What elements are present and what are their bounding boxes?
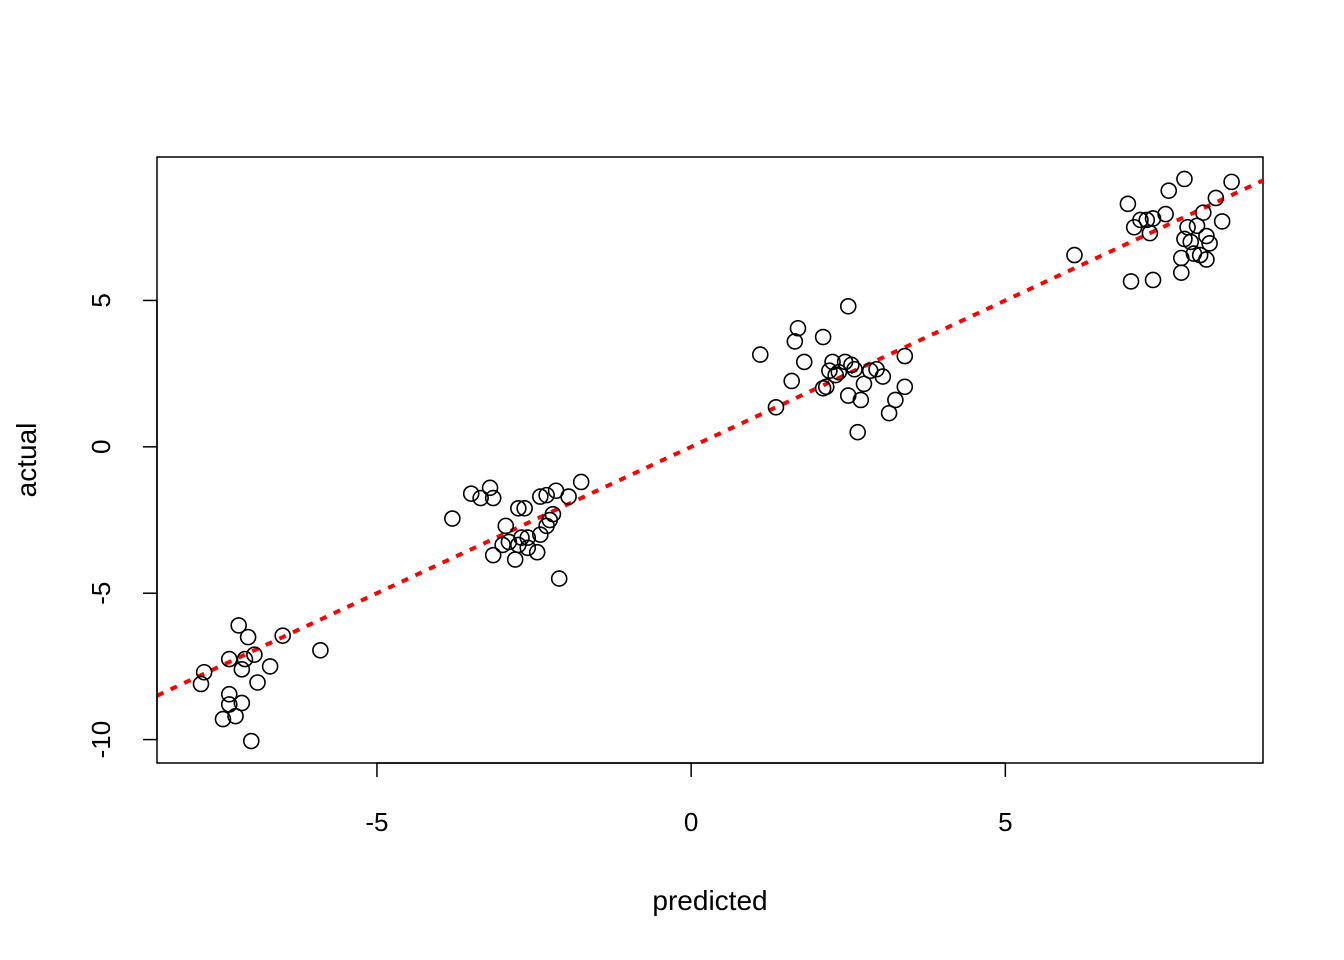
data-point	[1144, 271, 1162, 289]
data-point	[484, 489, 502, 507]
data-point	[550, 570, 568, 587]
data-point	[839, 298, 857, 315]
data-point	[261, 658, 279, 675]
data-point	[1173, 264, 1190, 281]
data-point	[214, 710, 232, 728]
data-point	[220, 685, 238, 703]
data-point	[239, 628, 257, 646]
data-point	[481, 479, 499, 497]
data-point	[880, 404, 898, 422]
x-tick-label: 5	[998, 807, 1012, 837]
data-point	[1198, 251, 1215, 268]
data-point	[817, 378, 835, 396]
x-axis: -5 0 5	[365, 762, 1013, 837]
data-point	[814, 328, 832, 346]
data-point	[233, 661, 251, 678]
data-point	[1182, 233, 1200, 251]
data-point	[544, 505, 562, 523]
data-point	[538, 486, 555, 504]
data-point	[484, 546, 502, 564]
x-tick-label: -5	[365, 807, 388, 837]
data-point	[852, 391, 870, 409]
data-point	[1188, 217, 1206, 235]
data-point	[1066, 246, 1083, 264]
data-point	[472, 489, 489, 507]
data-point	[1207, 189, 1225, 207]
data-point	[1119, 195, 1137, 213]
data-point	[516, 500, 533, 517]
data-point	[855, 375, 873, 393]
data-point	[249, 674, 266, 691]
data-point	[541, 511, 559, 529]
data-point	[849, 423, 866, 441]
data-point	[519, 539, 537, 557]
data-point	[783, 372, 800, 390]
y-tick-label: 5	[86, 293, 116, 307]
data-point	[827, 366, 844, 384]
data-point	[751, 346, 769, 363]
data-point	[789, 319, 807, 337]
data-point	[1132, 211, 1149, 229]
data-point	[572, 473, 590, 491]
data-point	[1160, 182, 1178, 199]
data-point	[560, 488, 577, 505]
data-point	[528, 543, 546, 561]
data-point	[242, 732, 260, 750]
data-point	[1138, 211, 1156, 229]
data-point	[462, 485, 480, 502]
data-point	[896, 378, 914, 396]
data-point	[220, 650, 238, 668]
data-point	[532, 526, 549, 543]
data-point	[896, 347, 914, 365]
data-point	[1198, 227, 1215, 245]
data-point	[312, 641, 329, 659]
data-point	[227, 707, 244, 725]
data-point	[192, 675, 210, 693]
data-points	[192, 170, 1240, 750]
y-tick-label: 0	[86, 440, 116, 454]
data-point	[497, 517, 515, 535]
reference-line-y-equals-x	[157, 178, 1263, 698]
data-point	[274, 627, 291, 644]
data-point	[236, 650, 254, 668]
data-point	[532, 488, 549, 505]
y-tick-label: -5	[86, 582, 116, 605]
data-point	[887, 391, 904, 409]
data-point	[1157, 205, 1174, 223]
data-point	[1122, 273, 1140, 290]
data-point	[510, 500, 527, 517]
y-tick-label: -10	[86, 721, 116, 759]
data-point	[506, 551, 524, 568]
data-point	[846, 360, 863, 378]
data-point	[795, 353, 813, 371]
x-axis-label: predicted	[652, 885, 767, 916]
data-point	[1223, 173, 1240, 191]
y-axis-label: actual	[11, 423, 42, 498]
data-point	[1195, 204, 1212, 221]
data-point	[1213, 213, 1231, 230]
data-point	[233, 694, 251, 712]
data-point	[874, 368, 892, 385]
data-point	[767, 399, 785, 416]
y-axis: -10 -5 0 5	[86, 293, 158, 759]
data-point	[444, 510, 461, 527]
data-point	[195, 663, 213, 681]
x-tick-label: 0	[684, 807, 698, 837]
data-point	[246, 646, 263, 663]
plot-frame	[156, 156, 1264, 764]
data-point	[230, 617, 247, 634]
data-point	[1176, 170, 1193, 188]
data-point	[843, 356, 860, 374]
data-point	[786, 333, 804, 350]
data-point	[1201, 235, 1218, 252]
data-point	[519, 529, 537, 546]
